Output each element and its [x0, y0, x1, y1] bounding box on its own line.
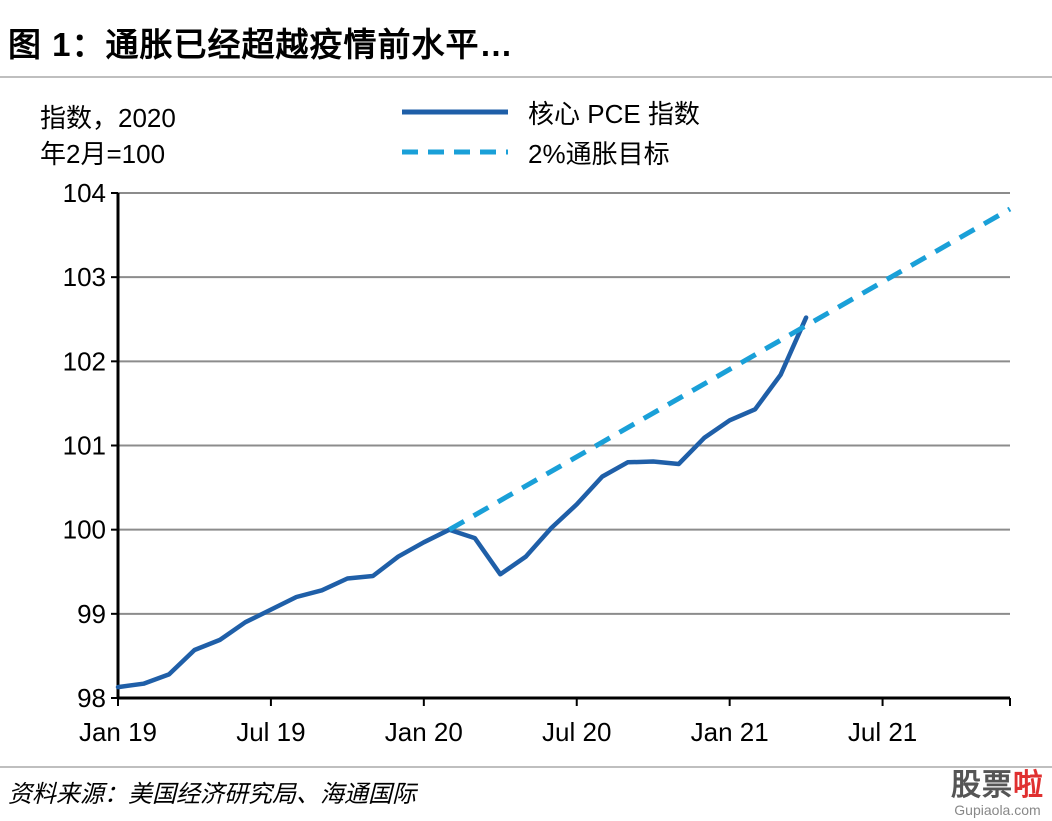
x-tick-label: Jan 20	[385, 717, 463, 747]
footer-divider	[0, 766, 1052, 768]
y-tick-label: 99	[77, 599, 106, 629]
watermark-main: 股票	[951, 769, 1013, 802]
chart-title: 图 1：通胀已经超越疫情前水平…	[8, 26, 514, 63]
y-unit-line-2: 年2月=100	[40, 139, 166, 169]
x-tick-label: Jan 21	[691, 717, 769, 747]
y-tick-label: 102	[63, 346, 106, 376]
watermark-logo: 股票啦 Gupiaola.com	[951, 760, 1044, 818]
legend: 核心 PCE 指数 2%通胀目标	[400, 92, 700, 172]
y-tick-label: 104	[63, 178, 106, 208]
y-tick-label: 98	[77, 683, 106, 713]
watermark-text: 股票啦	[951, 760, 1044, 804]
legend-item-core-pce: 核心 PCE 指数	[400, 92, 700, 132]
x-tick-label: Jan 19	[79, 717, 157, 747]
source-note: 资料来源：美国经济研究局、海通国际	[8, 781, 416, 808]
legend-item-target: 2%通胀目标	[400, 132, 700, 172]
legend-label-target: 2%通胀目标	[528, 138, 670, 169]
watermark-accent: 啦	[1013, 769, 1044, 802]
legend-swatch-dashed	[402, 149, 508, 155]
x-tick-label: Jul 21	[848, 717, 917, 747]
x-tick-label: Jul 19	[236, 717, 305, 747]
y-tick-label: 101	[63, 431, 106, 461]
y-tick-label: 100	[63, 515, 106, 545]
x-tick-label: Jul 20	[542, 717, 611, 747]
series-line-core-pce	[115, 315, 809, 690]
y-unit-line-1: 指数，2020	[40, 103, 176, 133]
watermark-url: Gupiaola.com	[954, 802, 1041, 818]
legend-swatch-solid	[402, 109, 508, 115]
y-axis-unit: 指数，2020 年2月=100	[40, 100, 176, 172]
series-line-2pct-target	[448, 206, 1012, 532]
title-divider	[0, 76, 1052, 78]
y-tick-label: 103	[63, 262, 106, 292]
legend-label-core-pce: 核心 PCE 指数	[528, 98, 700, 129]
